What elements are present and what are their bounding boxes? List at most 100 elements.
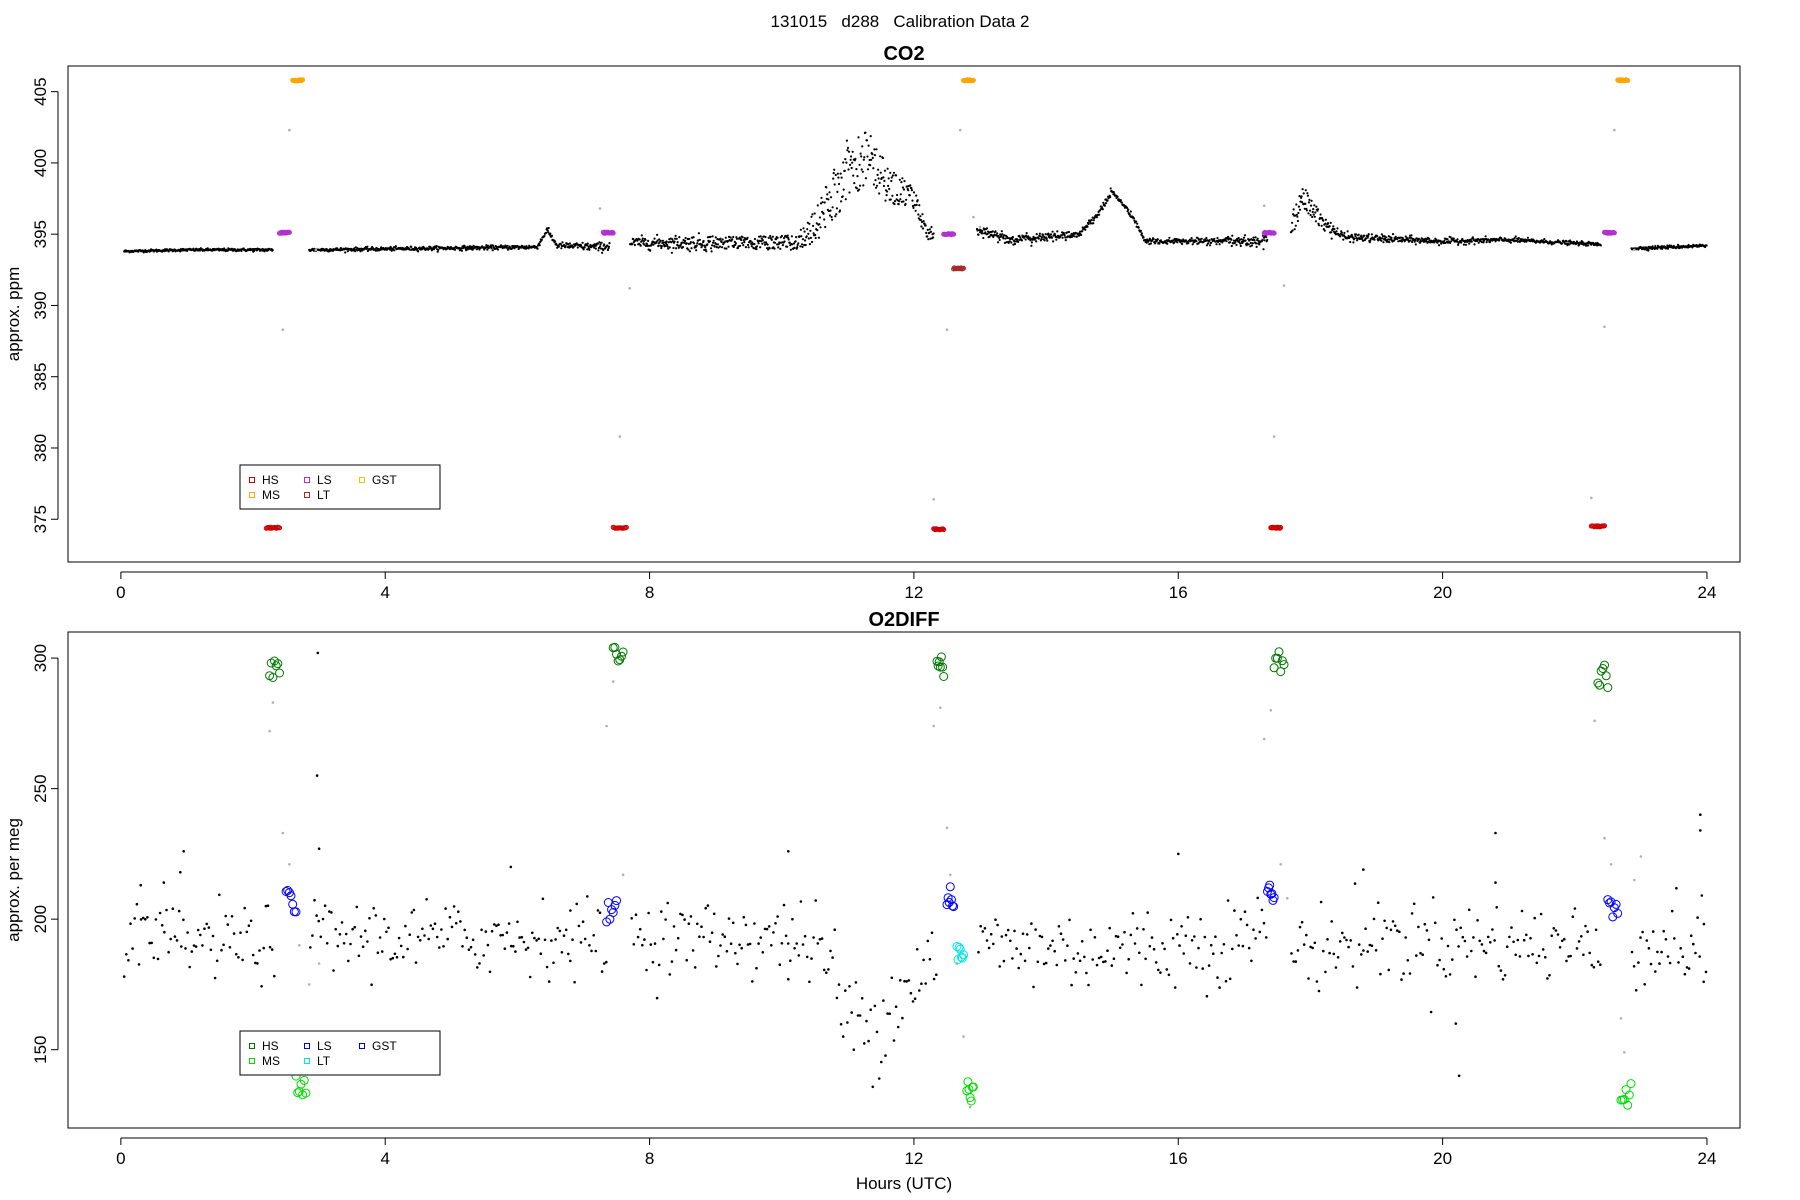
o2diff-data-point	[251, 953, 255, 957]
o2diff-data-point	[1324, 970, 1327, 974]
co2-data-point	[1090, 218, 1093, 222]
o2diff-data-point	[1300, 920, 1304, 924]
o2diff-cal-hs-series	[265, 642, 1613, 693]
o2diff-data-point	[509, 944, 513, 948]
o2diff-data-point	[1651, 930, 1655, 933]
o2diff-flagged-point	[962, 1035, 965, 1038]
co2-data-point	[902, 188, 906, 191]
co2-data-point	[740, 238, 743, 242]
co2-data-point	[1050, 236, 1054, 239]
o2diff-flagged-point	[298, 944, 301, 947]
o2diff-data-point	[1252, 928, 1255, 931]
co2-data-point	[642, 240, 646, 243]
co2-data-point	[927, 238, 930, 241]
co2-data-point	[782, 237, 786, 240]
co2-data-point	[801, 245, 804, 248]
co2-flagged-point	[1590, 496, 1593, 500]
o2diff-cal-point	[1613, 908, 1623, 918]
o2diff-data-point	[1028, 946, 1031, 950]
o2diff-data-point	[1241, 944, 1245, 948]
o2diff-data-point	[270, 948, 274, 951]
o2diff-data-point	[1353, 882, 1357, 885]
o2diff-data-point	[1154, 961, 1158, 964]
o2diff-data-point	[581, 920, 585, 923]
o2diff-data-point	[323, 904, 327, 907]
o2diff-data-point	[1311, 946, 1314, 950]
co2-data-point	[825, 186, 828, 189]
co2-data-point	[899, 198, 902, 201]
co2-data-point	[1328, 225, 1331, 228]
co2-data-point	[1249, 241, 1252, 245]
co2-data-point	[1300, 195, 1303, 198]
o2diff-outlier-point	[139, 883, 142, 887]
o2diff-data-point	[425, 898, 428, 901]
co2-y-tick-label: 385	[31, 363, 50, 391]
co2-x-tick-label: 20	[1433, 583, 1452, 602]
o2diff-y-tick-label: 250	[31, 774, 50, 802]
o2diff-data-point	[256, 962, 259, 965]
o2diff-data-point	[131, 947, 134, 950]
co2-data-point	[1313, 204, 1316, 207]
co2-data-point	[1191, 243, 1194, 246]
o2diff-data-point	[676, 936, 680, 940]
o2diff-data-point	[793, 947, 796, 950]
co2-data-point	[1417, 237, 1420, 240]
co2-flagged-point	[288, 128, 291, 132]
o2diff-data-point	[1256, 896, 1259, 900]
o2diff-data-point	[222, 943, 225, 947]
o2diff-cal-point	[1601, 671, 1611, 681]
co2-data-point	[1383, 235, 1386, 238]
o2diff-data-point	[655, 996, 659, 1000]
o2diff-data-point	[674, 948, 678, 952]
co2-data-point	[656, 233, 659, 236]
co2-data-point	[1103, 204, 1106, 207]
o2diff-data-point	[1121, 943, 1124, 946]
o2diff-data-point	[1368, 943, 1372, 947]
o2diff-outlier-point	[509, 865, 513, 869]
o2diff-data-point	[1214, 935, 1217, 938]
o2diff-data-point	[194, 945, 198, 948]
o2diff-data-point	[1347, 945, 1350, 949]
o2diff-data-point	[154, 918, 158, 921]
co2-cal-point	[940, 526, 946, 532]
co2-data-point	[437, 248, 440, 251]
o2diff-data-point	[1055, 963, 1059, 967]
o2diff-data-point	[444, 907, 447, 910]
o2diff-legend-label: MS	[262, 1054, 280, 1068]
o2diff-data-point	[1292, 960, 1295, 963]
o2diff-data-point	[1465, 955, 1469, 958]
co2-flagged-point	[618, 435, 622, 438]
co2-data-point	[495, 245, 498, 249]
co2-data-point	[1010, 241, 1013, 244]
co2-data-point	[602, 249, 605, 252]
co2-data-point	[846, 149, 849, 152]
o2diff-data-point	[129, 922, 132, 925]
o2diff-data-point	[1689, 934, 1693, 937]
co2-data-point	[789, 248, 793, 251]
o2diff-data-point	[372, 906, 376, 910]
o2diff-data-point	[985, 939, 989, 942]
co2-data-point	[768, 247, 771, 250]
o2diff-data-point	[361, 945, 365, 948]
o2diff-data-point	[309, 946, 312, 949]
o2diff-data-point	[319, 935, 323, 939]
co2-data-point	[1362, 234, 1366, 237]
o2diff-data-point	[1322, 949, 1325, 953]
co2-data-point	[1046, 239, 1049, 242]
co2-flagged-point	[945, 328, 949, 332]
co2-flagged-point	[978, 225, 982, 229]
co2-data-point	[813, 212, 816, 215]
co2-data-point	[851, 161, 854, 164]
o2diff-data-point	[243, 906, 246, 910]
o2diff-data-point	[1654, 970, 1657, 973]
co2-data-point	[1039, 235, 1042, 238]
o2diff-data-point	[1580, 935, 1583, 938]
co2-data-point	[798, 235, 801, 238]
co2-data-point	[776, 243, 779, 246]
o2diff-data-point	[780, 942, 784, 945]
o2diff-data-point	[446, 937, 450, 941]
o2diff-data-point	[896, 1025, 900, 1029]
o2diff-x-tick-label: 20	[1433, 1149, 1452, 1168]
o2diff-data-point	[1247, 946, 1251, 950]
o2diff-data-point	[1508, 935, 1511, 939]
